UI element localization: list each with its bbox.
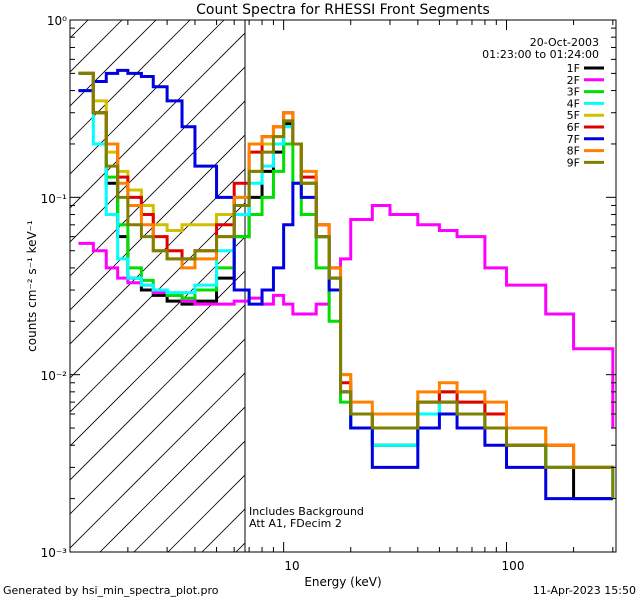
hatch-line: [70, 372, 245, 549]
hatch-line: [70, 20, 191, 141]
y-tick-label-0.1: 10⁻¹: [41, 192, 68, 206]
legend-label-3F: 3F: [567, 86, 580, 99]
hatch-line: [70, 134, 245, 311]
series-line-9F: [78, 71, 615, 499]
x-tick-label-100: 100: [502, 559, 525, 573]
annotation-background: Includes Background: [249, 505, 364, 518]
legend-label-9F: 9F: [567, 156, 580, 169]
series-group: [78, 68, 615, 501]
legend-label-5F: 5F: [567, 109, 580, 122]
hatch-line: [70, 20, 157, 107]
legend-label-1F: 1F: [567, 62, 580, 75]
generated-by-label: Generated by hsi_min_spectra_plot.pro: [3, 584, 219, 597]
timestamp-label: 11-Apr-2023 15:50: [532, 584, 636, 597]
time-range-label: 01:23:00 to 01:24:00: [482, 48, 599, 61]
hatch-line: [99, 406, 245, 552]
legend-label-4F: 4F: [567, 97, 580, 110]
y-tick-label-0.001: 10⁻³: [41, 546, 68, 560]
hatch-line: [167, 474, 245, 552]
hatch-line: [70, 20, 225, 175]
legend-label-2F: 2F: [567, 74, 580, 87]
plot-frame: [69, 19, 617, 553]
annotation-attenuator: Att A1, FDecim 2: [249, 517, 342, 530]
hatch-line: [133, 440, 245, 552]
legend-label-7F: 7F: [567, 133, 580, 146]
x-axis-label: Energy (keV): [304, 575, 381, 589]
hatch-line: [70, 168, 245, 345]
axis-ticks: [70, 19, 616, 553]
y-tick-label-1: 10⁰: [47, 14, 67, 28]
legend-label-6F: 6F: [567, 121, 580, 134]
legend-label-8F: 8F: [567, 145, 580, 158]
series-line-7F: [78, 68, 613, 501]
x-tick-label-10: 10: [284, 559, 299, 573]
hatch-line: [70, 66, 245, 243]
y-axis-label: counts cm⁻² s⁻¹ keV⁻¹: [25, 220, 39, 352]
chart-title: Count Spectra for RHESSI Front Segments: [196, 2, 490, 18]
hatch-line: [70, 338, 245, 515]
date-label: 20-Oct-2003: [530, 36, 599, 49]
y-tick-label-0.01: 10⁻²: [41, 369, 68, 383]
hatch-line: [70, 202, 245, 379]
